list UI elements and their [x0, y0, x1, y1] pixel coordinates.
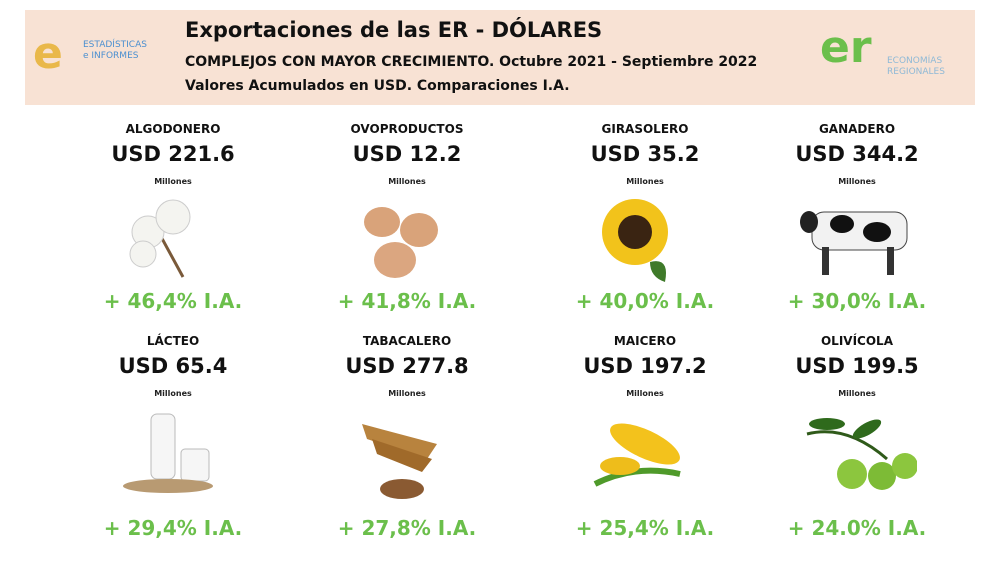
item-unit: Millones	[838, 177, 876, 186]
item-amount: USD 197.2	[583, 354, 707, 378]
item-unit: Millones	[626, 177, 664, 186]
item-amount: USD 199.5	[795, 354, 919, 378]
item-growth: + 41,8% I.A.	[337, 289, 477, 313]
item-name: MAICERO	[613, 334, 677, 348]
logo-mark: e	[33, 28, 63, 79]
item-icon	[129, 199, 191, 278]
item-amount: USD 65.4	[118, 354, 228, 378]
item-unit: Millones	[838, 389, 876, 398]
item-icon	[123, 413, 213, 493]
item-unit: Millones	[154, 389, 192, 398]
item-name: ALGODONERO	[125, 122, 221, 136]
item-amount: USD 344.2	[795, 142, 919, 166]
item-icon	[602, 199, 668, 282]
header: e ESTADÍSTICAS e INFORMES Exportaciones …	[25, 10, 975, 105]
item-growth: + 27,8% I.A.	[337, 516, 477, 540]
item-growth: + 46,4% I.A.	[103, 289, 243, 313]
item-icon	[593, 423, 681, 487]
logo-text: ESTADÍSTICAS	[83, 40, 147, 50]
note: Valores Acumulados en USD. Comparaciones…	[185, 78, 570, 94]
logo-mark: er	[820, 22, 872, 73]
item-name: OVOPRODUCTOS	[350, 122, 464, 136]
item-unit: Millones	[388, 177, 426, 186]
subtitle: COMPLEJOS CON MAYOR CRECIMIENTO. Octubre…	[185, 54, 758, 70]
item-unit: Millones	[388, 389, 426, 398]
item-amount: USD 277.8	[345, 354, 469, 378]
logo-text: ECONOMÍAS	[887, 56, 943, 66]
item-icon	[364, 207, 438, 278]
item-name: GIRASOLERO	[601, 122, 689, 136]
item-amount: USD 12.2	[352, 142, 462, 166]
logo-text: REGIONALES	[887, 67, 945, 77]
item-unit: Millones	[626, 389, 664, 398]
item-icon	[362, 424, 437, 499]
item-growth: + 29,4% I.A.	[103, 516, 243, 540]
item-name: GANADERO	[818, 122, 896, 136]
item-icon	[806, 418, 917, 490]
item-amount: USD 221.6	[111, 142, 235, 166]
item-name: OLIVÍCOLA	[820, 334, 893, 348]
item-amount: USD 35.2	[590, 142, 700, 166]
item-name: LÁCTEO	[146, 334, 200, 348]
item-icon	[800, 211, 908, 275]
logo-text: e INFORMES	[83, 51, 139, 61]
item-unit: Millones	[154, 177, 192, 186]
item-growth: + 40,0% I.A.	[575, 289, 715, 313]
item-growth: + 24.0% I.A.	[787, 516, 927, 540]
item-growth: + 30,0% I.A.	[787, 289, 927, 313]
item-growth: + 25,4% I.A.	[575, 516, 715, 540]
item-name: TABACALERO	[362, 334, 452, 348]
title: Exportaciones de las ER - DÓLARES	[185, 18, 603, 42]
